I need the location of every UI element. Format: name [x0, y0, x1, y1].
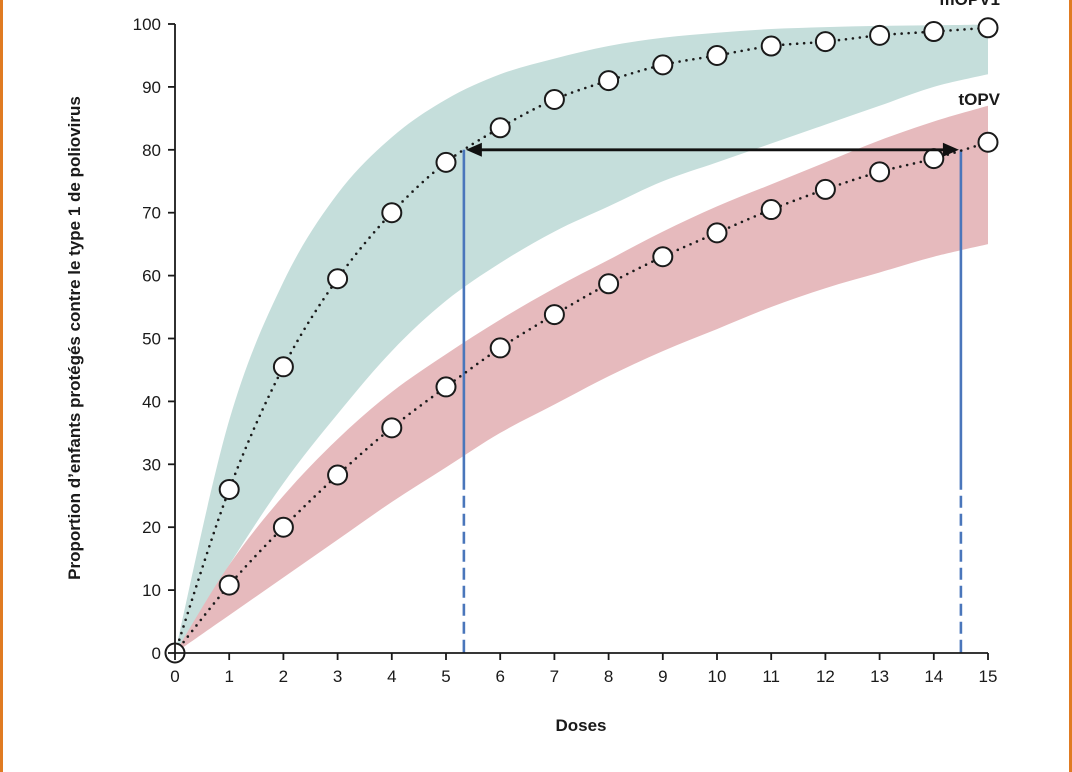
band-topv: [175, 105, 988, 654]
point-mopv1-9: [652, 54, 674, 76]
y-tick-label-100: 100: [133, 15, 161, 34]
point-topv-6: [489, 337, 511, 359]
point-mopv1-4: [381, 202, 403, 224]
point-mopv1-7: [543, 88, 565, 110]
y-tick-label-80: 80: [142, 141, 161, 160]
point-topv-4: [381, 417, 403, 439]
point-mopv1-11: [760, 35, 782, 57]
point-mopv1-2: [272, 356, 294, 378]
point-topv-1: [218, 574, 240, 596]
x-tick-label-5: 5: [441, 667, 450, 686]
y-tick-label-90: 90: [142, 78, 161, 97]
y-tick-label-70: 70: [142, 204, 161, 223]
point-topv-7: [543, 304, 565, 326]
point-topv-13: [869, 161, 891, 183]
x-tick-label-10: 10: [708, 667, 727, 686]
reference-lines-layer: [462, 149, 963, 653]
point-topv-9: [652, 246, 674, 268]
point-topv-8: [598, 273, 620, 295]
series-label-mopv1: mOPV1: [940, 0, 1000, 9]
x-tick-label-15: 15: [979, 667, 998, 686]
arrow-head-left: [465, 142, 482, 157]
markers-layer: [164, 17, 999, 664]
x-tick-label-6: 6: [495, 667, 504, 686]
x-tick-label-13: 13: [870, 667, 889, 686]
y-tick-label-50: 50: [142, 330, 161, 349]
x-tick-label-0: 0: [170, 667, 179, 686]
x-tick-label-14: 14: [924, 667, 943, 686]
point-mopv1-10: [706, 44, 728, 66]
y-tick-label-0: 0: [152, 644, 161, 663]
point-mopv1-6: [489, 117, 511, 139]
y-tick-label-20: 20: [142, 518, 161, 537]
x-tick-label-11: 11: [762, 667, 780, 686]
arrow-head-right: [942, 142, 959, 157]
point-mopv1-5: [435, 151, 457, 173]
point-topv-11: [760, 199, 782, 221]
point-topv-3: [327, 464, 349, 486]
point-mopv1-14: [923, 21, 945, 43]
point-mopv1-12: [814, 31, 836, 53]
x-tick-label-12: 12: [816, 667, 835, 686]
y-tick-label-10: 10: [142, 581, 161, 600]
x-tick-label-8: 8: [604, 667, 613, 686]
point-topv-14: [923, 148, 945, 170]
y-tick-label-40: 40: [142, 392, 161, 411]
point-mopv1-15: [977, 17, 999, 39]
x-axis-title: Doses: [555, 716, 606, 735]
y-tick-label-60: 60: [142, 267, 161, 286]
point-mopv1-1: [218, 478, 240, 500]
point-topv-5: [435, 376, 457, 398]
point-topv-15: [977, 131, 999, 153]
point-topv-2: [272, 516, 294, 538]
series-label-topv: tOPV: [958, 90, 1000, 109]
y-axis-title: Proportion d’enfants protégés contre le …: [65, 96, 84, 580]
x-tick-label-2: 2: [279, 667, 288, 686]
point-mopv1-3: [327, 268, 349, 290]
x-tick-label-9: 9: [658, 667, 667, 686]
y-tick-label-30: 30: [142, 455, 161, 474]
point-mopv1-8: [598, 70, 620, 92]
x-tick-label-1: 1: [224, 667, 233, 686]
point-topv-12: [814, 178, 836, 200]
bands-layer: [175, 24, 988, 654]
band-mopv1: [175, 24, 988, 654]
x-tick-label-3: 3: [333, 667, 342, 686]
x-tick-label-7: 7: [550, 667, 559, 686]
point-mopv1-13: [869, 24, 891, 46]
annotation-layer: [465, 142, 959, 157]
x-tick-label-4: 4: [387, 667, 396, 686]
point-topv-10: [706, 222, 728, 244]
